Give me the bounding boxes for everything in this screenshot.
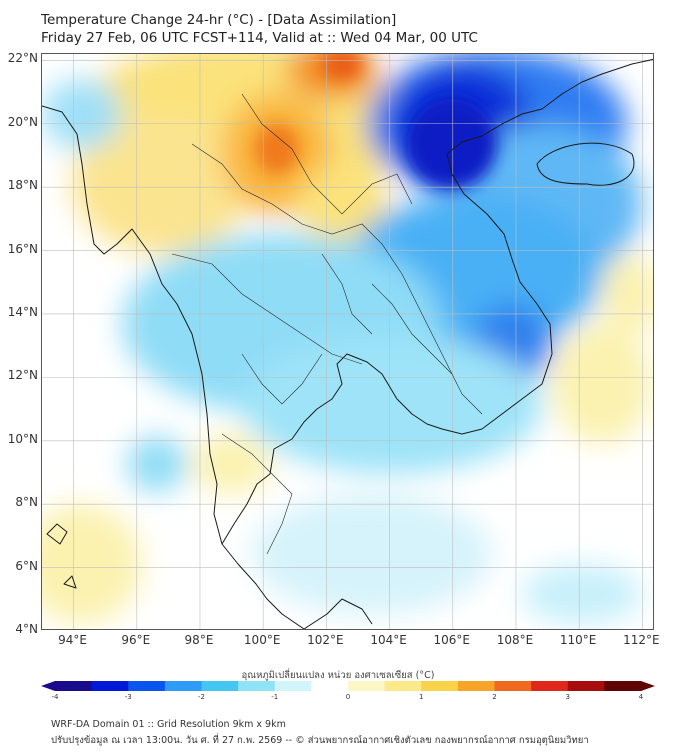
colorbar-swatch [128, 681, 166, 691]
chart-subtitle: Friday 27 Feb, 06 UTC FCST+114, Valid at… [41, 30, 478, 46]
colorbar-label: อุณหภูมิเปลี่ยนแปลง หน่วย องศาเซลเซียส (… [241, 670, 435, 681]
lat-tick-label: 14°N [7, 304, 38, 319]
colorbar-swatch [494, 681, 532, 691]
colorbar-swatch [311, 681, 349, 691]
colorbar-tick-label: 0 [345, 693, 351, 701]
temperature-change-map [42, 54, 653, 629]
lon-tick-label: 100°E [243, 633, 281, 647]
lon-tick-label: 110°E [559, 633, 597, 647]
colorbar-tick-label: 1 [419, 693, 424, 701]
colorbar-swatch [384, 681, 422, 691]
lon-tick-label: 94°E [58, 633, 88, 647]
admin-borders [171, 93, 483, 555]
temperature-field [42, 54, 653, 629]
lon-tick-label: 106°E [433, 633, 471, 647]
lat-tick-label: 10°N [7, 431, 38, 446]
colorbar-swatch [274, 681, 312, 691]
colorbar-swatch [164, 681, 202, 691]
lon-tick-label: 112°E [623, 633, 660, 647]
colorbar-swatch [457, 681, 495, 691]
colorbar-swatch [201, 681, 239, 691]
colorbar-swatch [348, 681, 386, 691]
colorbar-tick-label: -3 [124, 693, 132, 701]
lon-tick-label: 102°E [307, 633, 344, 647]
colorbar-tick-label: 4 [638, 693, 644, 701]
lat-tick-label: 6°N [15, 558, 38, 573]
colorbar-min-arrow [41, 681, 55, 691]
lat-tick-label: 4°N [15, 622, 38, 636]
colorbar-swatch [531, 681, 569, 691]
lat-tick-label: 18°N [7, 178, 38, 193]
lat-tick-label: 12°N [7, 368, 38, 383]
lon-tick-label: 96°E [121, 633, 151, 647]
colorbar-tick-label: -4 [51, 693, 59, 701]
graticule [42, 54, 653, 629]
lon-tick-label: 98°E [184, 633, 214, 647]
colorbar-tick-label: 2 [492, 693, 497, 701]
colorbar [41, 681, 655, 691]
footer-credit: ปรับปรุงข้อมูล ณ เวลา 13:00น. วัน ศ. ที่… [51, 735, 589, 746]
colorbar-swatch [91, 681, 129, 691]
map-panel[interactable] [41, 53, 654, 630]
coastlines [42, 58, 653, 629]
lat-tick-label: 20°N [7, 114, 38, 129]
colorbar-swatch [421, 681, 459, 691]
colorbar-swatch [604, 681, 642, 691]
colorbar-tick-label: 3 [565, 693, 570, 701]
colorbar-swatch [567, 681, 605, 691]
colorbar-tick-label: -1 [271, 693, 279, 701]
lon-tick-label: 108°E [496, 633, 534, 647]
colorbar-tick-label: -2 [198, 693, 205, 701]
chart-title: Temperature Change 24-hr (°C) - [Data As… [41, 12, 397, 28]
lat-tick-label: 8°N [15, 495, 38, 510]
lat-tick-label: 16°N [7, 241, 38, 256]
footer-model-info: WRF-DA Domain 01 :: Grid Resolution 9km … [51, 719, 286, 730]
lat-tick-label: 22°N [7, 51, 38, 66]
colorbar-max-arrow [641, 681, 655, 691]
colorbar-swatch [238, 681, 276, 691]
lon-tick-label: 104°E [370, 633, 407, 647]
colorbar-swatch [55, 681, 93, 691]
